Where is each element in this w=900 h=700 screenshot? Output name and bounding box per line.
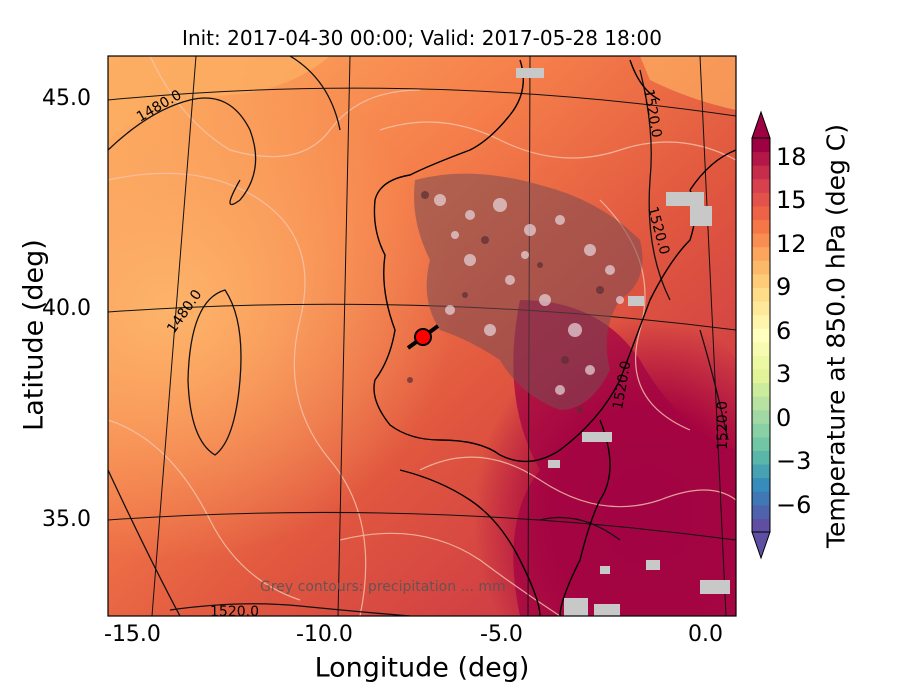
colorbar-segment <box>752 341 770 356</box>
graticule <box>108 56 736 616</box>
colorbar-segment <box>752 368 770 384</box>
lon-tick-label: -15.0 <box>104 622 161 647</box>
colorbar-frame <box>751 137 771 533</box>
location-marker <box>406 324 440 350</box>
colorbar-tick-label: 0 <box>776 404 792 432</box>
colorbar-segment <box>752 409 770 424</box>
colorbar-segment <box>752 314 770 329</box>
colorbar-segment <box>752 192 770 207</box>
colorbar-tick-label: −6 <box>776 491 812 519</box>
colorbar-tick-label: 12 <box>776 230 807 258</box>
lon-tick-label: 0.0 <box>688 622 723 647</box>
colorbar <box>751 110 771 560</box>
colorbar-segment <box>752 273 770 288</box>
colorbar-segment <box>752 260 770 275</box>
colorbar-segment <box>752 138 770 153</box>
lon-tick-label: -5.0 <box>480 622 523 647</box>
marker-dot <box>414 328 432 346</box>
colorbar-segment <box>752 219 770 234</box>
colorbar-segment <box>752 301 770 316</box>
map-frame <box>107 55 737 617</box>
geopotential-contours <box>108 56 729 616</box>
colorbar-segment <box>752 328 770 343</box>
colorbar-label: Temperature at 850.0 hPa (deg C) <box>821 124 851 548</box>
colorbar-segment <box>752 151 770 166</box>
colorbar-tick-label: −3 <box>776 447 812 475</box>
colorbar-tick-label: 6 <box>776 317 792 345</box>
contour-label: 1520.0 <box>715 401 731 450</box>
colorbar-tick-label: 15 <box>776 186 807 214</box>
y-axis-label: Latitude (deg) <box>18 239 50 431</box>
colorbar-segment <box>752 504 770 519</box>
lat-tick-label: 40.0 <box>42 296 91 321</box>
colorbar-segment <box>752 477 770 492</box>
colorbar-segment <box>752 382 770 397</box>
colorbar-segment <box>752 396 770 411</box>
colorbar-segment <box>752 436 770 451</box>
lat-tick-label: 35.0 <box>42 507 91 532</box>
colorbar-segment <box>752 450 770 465</box>
coastline <box>373 59 736 616</box>
colorbar-segment <box>752 355 770 370</box>
colorbar-segment <box>752 178 770 193</box>
lat-tick-label: 45.0 <box>42 86 91 111</box>
colorbar-tick-label: 18 <box>776 143 807 171</box>
colorbar-segment <box>752 464 770 479</box>
convective-area <box>407 173 643 413</box>
colorbar-segment <box>752 423 770 438</box>
colorbar-extend-max <box>751 110 771 139</box>
x-axis-label: Longitude (deg) <box>314 652 530 684</box>
precip-patches <box>516 68 730 616</box>
lon-tick-label: -10.0 <box>296 622 353 647</box>
colorbar-segment <box>752 205 770 221</box>
plot-title: Init: 2017-04-30 00:00; Valid: 2017-05-2… <box>182 26 662 50</box>
colorbar-segment <box>752 518 770 533</box>
colorbar-extend-min <box>751 531 771 560</box>
colorbar-segment <box>752 491 770 506</box>
map-note: Grey contours: precipitation ... mm <box>260 579 506 595</box>
colorbar-segment <box>752 246 770 261</box>
contour-label: 1520.0 <box>210 604 259 620</box>
colorbar-segment <box>752 165 770 180</box>
colorbar-segment <box>752 287 770 302</box>
colorbar-segment <box>752 233 770 248</box>
colorbar-tick-label: 9 <box>776 273 792 301</box>
colorbar-tick-label: 3 <box>776 360 792 388</box>
